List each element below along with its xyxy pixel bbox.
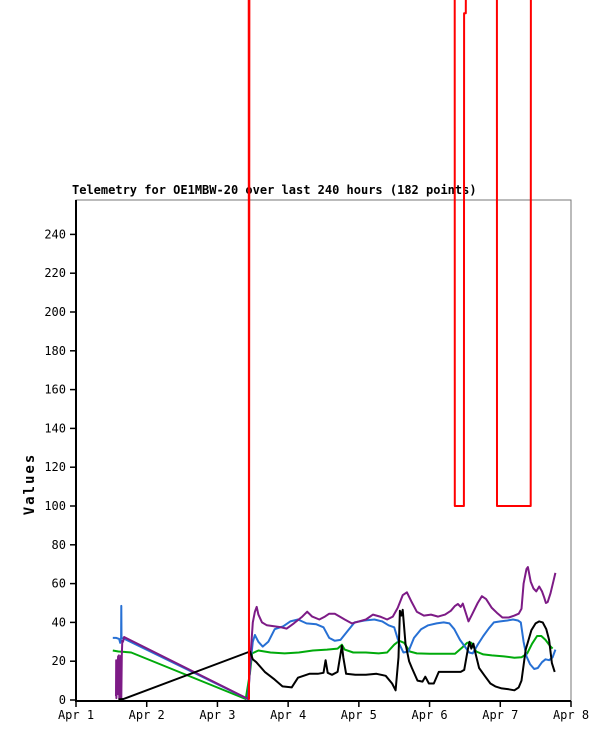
y-tick-label: 200 <box>44 305 66 319</box>
y-tick-label: 120 <box>44 460 66 474</box>
x-tick-label: Apr 2 <box>129 708 165 722</box>
chart-title: Telemetry for OE1MBW-20 over last 240 ho… <box>72 183 477 197</box>
y-axis-label: Values <box>22 453 38 516</box>
series-channel-black-line <box>118 608 556 701</box>
x-tick-label: Apr 6 <box>412 708 448 722</box>
x-tick-label: Apr 3 <box>199 708 235 722</box>
y-tick-label: 140 <box>44 421 66 435</box>
x-tick-label: Apr 7 <box>482 708 518 722</box>
x-tick-label: Apr 1 <box>58 708 94 722</box>
x-tick-label: Apr 5 <box>341 708 377 722</box>
y-tick-label: 100 <box>44 499 66 513</box>
y-tick-label: 40 <box>52 615 66 629</box>
y-tick-label: 240 <box>44 227 66 241</box>
x-tick-label: Apr 8 <box>553 708 589 722</box>
y-tick-label: 180 <box>44 344 66 358</box>
series-channel-blue-line <box>112 604 557 700</box>
series-channel-red-line <box>247 0 532 700</box>
y-tick-label: 60 <box>52 577 66 591</box>
series-channel-purple-line <box>115 566 557 700</box>
y-tick-label: 80 <box>52 538 66 552</box>
y-tick-label: 160 <box>44 383 66 397</box>
y-tick-label: 20 <box>52 654 66 668</box>
y-tick-label: 0 <box>59 693 66 707</box>
series-channel-green-line <box>112 635 554 700</box>
y-tick-label: 220 <box>44 266 66 280</box>
x-tick-label: Apr 4 <box>270 708 306 722</box>
